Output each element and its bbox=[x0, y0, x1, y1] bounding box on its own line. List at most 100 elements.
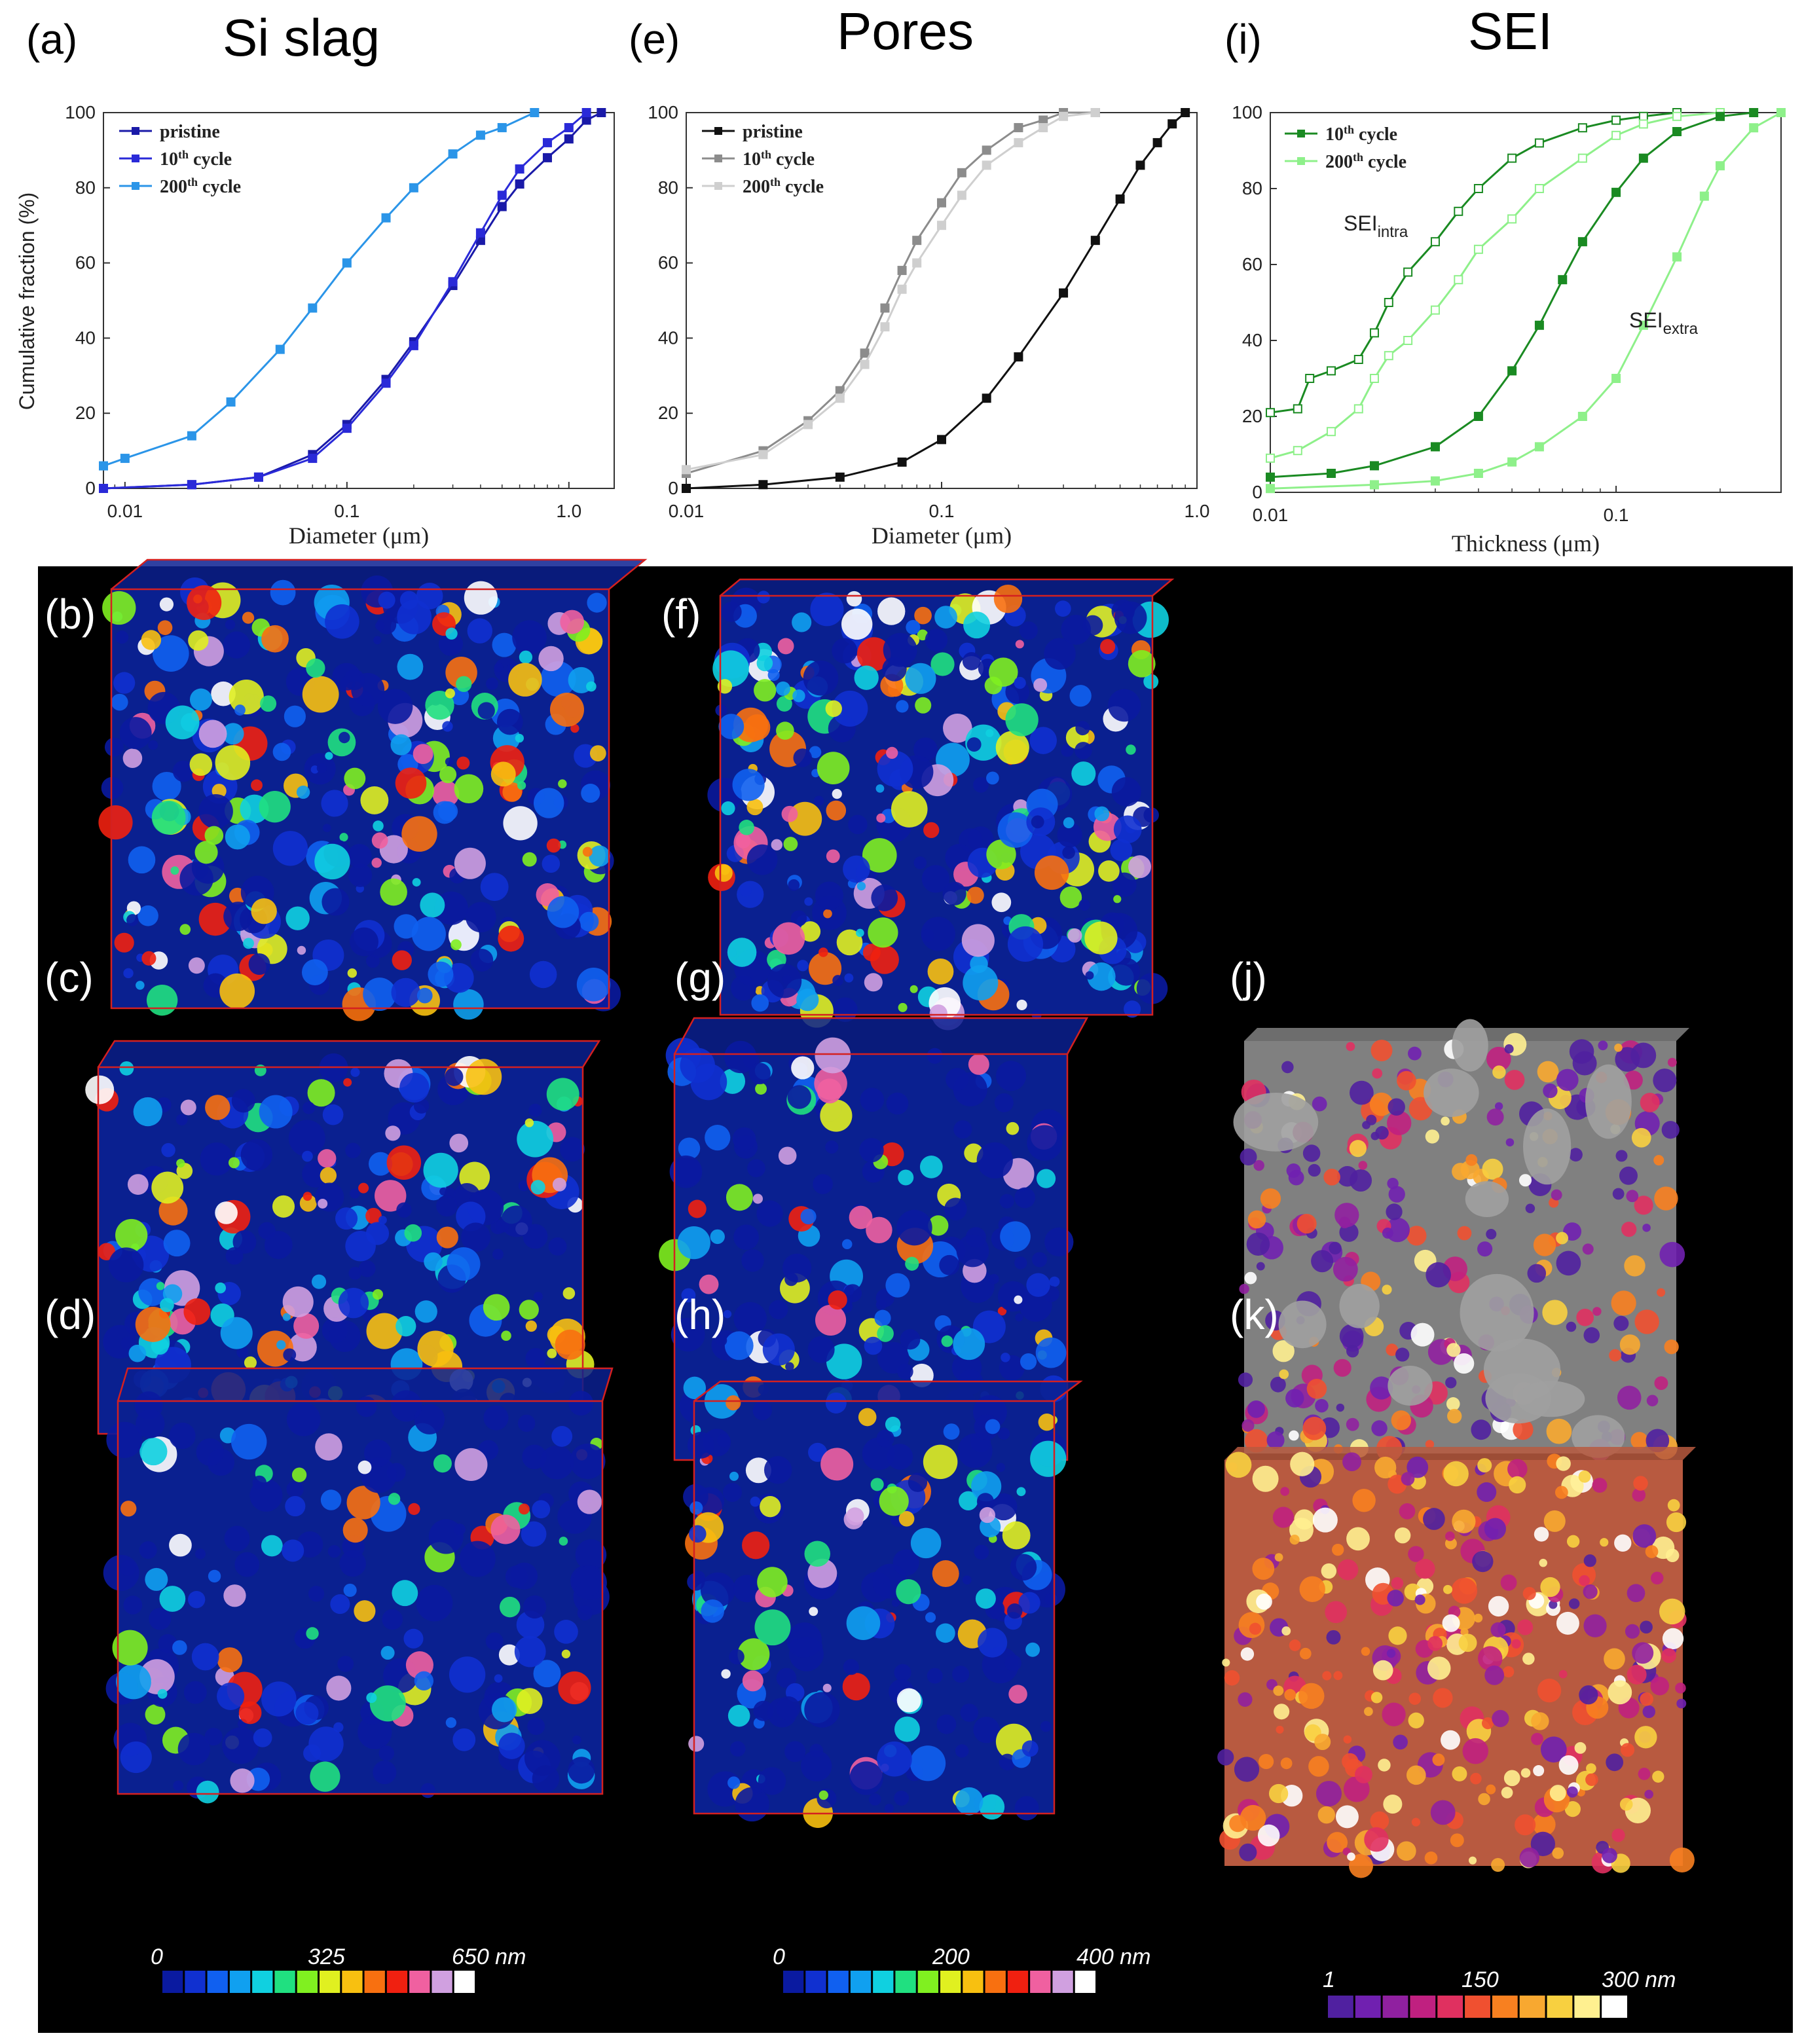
volume-blob bbox=[242, 611, 255, 624]
legend-label-name: 200 bbox=[743, 177, 770, 197]
volume-blob bbox=[1633, 1476, 1648, 1491]
volume-blob bbox=[894, 1790, 910, 1806]
data-point bbox=[1611, 130, 1621, 140]
volume-blob bbox=[1408, 1692, 1422, 1706]
volume-blob bbox=[1500, 1574, 1517, 1591]
x-axis-label: Diameter (μm) bbox=[289, 522, 429, 549]
volume-blob bbox=[815, 881, 844, 910]
volume-blob bbox=[1549, 1600, 1558, 1609]
volume-blob bbox=[866, 1216, 892, 1243]
volume-blob bbox=[1378, 1759, 1391, 1772]
column-title-si-slag: Si slag bbox=[223, 9, 380, 67]
volume-blob bbox=[285, 1495, 306, 1517]
volume-blob bbox=[1285, 1389, 1304, 1408]
data-point bbox=[308, 303, 318, 313]
volume-blob bbox=[1634, 1195, 1653, 1215]
volume-blob bbox=[1241, 1419, 1255, 1432]
legend-label-name: 10 bbox=[1325, 124, 1344, 145]
volume-blob bbox=[189, 688, 212, 711]
volume-gray-particle bbox=[1517, 1381, 1585, 1417]
x-tick-label: 0.01 bbox=[107, 501, 143, 521]
volume-blob bbox=[315, 1433, 342, 1461]
volume-blob bbox=[894, 1664, 911, 1681]
annotation-sei-intra-base: SEI bbox=[1344, 211, 1378, 235]
volume-blob bbox=[1387, 1590, 1404, 1607]
volume-blob bbox=[737, 1638, 770, 1671]
volume-blob bbox=[879, 1486, 909, 1516]
volume-blob bbox=[732, 1127, 756, 1151]
volume-blob bbox=[581, 783, 600, 803]
volume-blob bbox=[1274, 1704, 1290, 1720]
volume-blob bbox=[1442, 1614, 1460, 1632]
volume-blob bbox=[261, 1535, 283, 1557]
volume-blob bbox=[1281, 1061, 1294, 1074]
volume-blob bbox=[1342, 1452, 1361, 1472]
volume-blob bbox=[1386, 1343, 1399, 1357]
legend-label-sup: th bbox=[770, 175, 781, 189]
volume-blob bbox=[159, 1586, 186, 1612]
volume-blob bbox=[1272, 1340, 1295, 1362]
volume-blob bbox=[862, 838, 897, 873]
volume-blob bbox=[326, 1675, 352, 1701]
volume-blob bbox=[369, 1685, 406, 1722]
volume-blob bbox=[1032, 1252, 1048, 1268]
x-tick-label: 0.1 bbox=[929, 501, 955, 521]
colorbar-swatch bbox=[1437, 1996, 1463, 2018]
volume-blob bbox=[1522, 1652, 1535, 1665]
bounding-box-back bbox=[117, 1367, 614, 1402]
volume-blob bbox=[1650, 1677, 1669, 1696]
volume-blob bbox=[1546, 1418, 1572, 1444]
data-point bbox=[1059, 288, 1069, 298]
volume-blob bbox=[283, 1348, 297, 1362]
volume-blob bbox=[1014, 1295, 1023, 1304]
volume-blob bbox=[169, 1533, 192, 1557]
volume-blob bbox=[690, 1501, 703, 1515]
volume-blob bbox=[108, 1247, 144, 1283]
volume-blob bbox=[739, 820, 754, 835]
volume-blob bbox=[1490, 1622, 1506, 1637]
volume-blob bbox=[942, 881, 966, 905]
volume-blob bbox=[809, 1607, 818, 1616]
volume-blob bbox=[966, 886, 984, 904]
annotation-sei-intra: SEIintra bbox=[1344, 211, 1408, 241]
volume-blob bbox=[849, 1205, 873, 1230]
volume-blob bbox=[358, 1260, 376, 1277]
volume-blob bbox=[700, 1572, 735, 1607]
volume-blob bbox=[339, 833, 348, 842]
volume-blob bbox=[175, 1114, 188, 1125]
volume-blob bbox=[1520, 1768, 1531, 1778]
series-line-10 bbox=[103, 111, 587, 490]
volume-blob bbox=[1306, 1379, 1327, 1399]
volume-blob bbox=[205, 1095, 230, 1120]
data-point bbox=[1293, 446, 1302, 456]
volume-blob bbox=[179, 924, 191, 935]
volume-blob bbox=[98, 1243, 116, 1261]
legend-marker bbox=[1297, 157, 1305, 165]
volume-blob bbox=[1530, 1831, 1556, 1857]
volume-blob bbox=[366, 1692, 377, 1704]
volume-blob bbox=[1410, 1323, 1435, 1347]
volume-blob bbox=[534, 1292, 543, 1302]
volume-blob bbox=[1280, 1757, 1293, 1770]
volume-blob bbox=[464, 581, 498, 615]
volume-blob bbox=[231, 1089, 255, 1113]
volume-blob bbox=[302, 1150, 313, 1162]
colorbar-swatch bbox=[1052, 1971, 1073, 1993]
data-point bbox=[1369, 374, 1379, 383]
volume-blob bbox=[225, 824, 250, 850]
data-point bbox=[1090, 108, 1100, 117]
volume-blob bbox=[745, 1457, 771, 1484]
volume-blob bbox=[963, 611, 991, 639]
volume-blob bbox=[826, 849, 840, 864]
volume-blob bbox=[800, 1209, 817, 1225]
volume-blob bbox=[348, 863, 373, 887]
volume-blob bbox=[587, 593, 607, 613]
volume-blob bbox=[173, 1780, 184, 1791]
volume-blob bbox=[1669, 1847, 1695, 1872]
volume-blob bbox=[1518, 1174, 1532, 1187]
volume-blob bbox=[466, 902, 496, 933]
volume-blob bbox=[726, 1395, 741, 1411]
volume-blob bbox=[321, 790, 348, 817]
volume-blob bbox=[128, 846, 156, 874]
volume-blob bbox=[1627, 1584, 1646, 1603]
